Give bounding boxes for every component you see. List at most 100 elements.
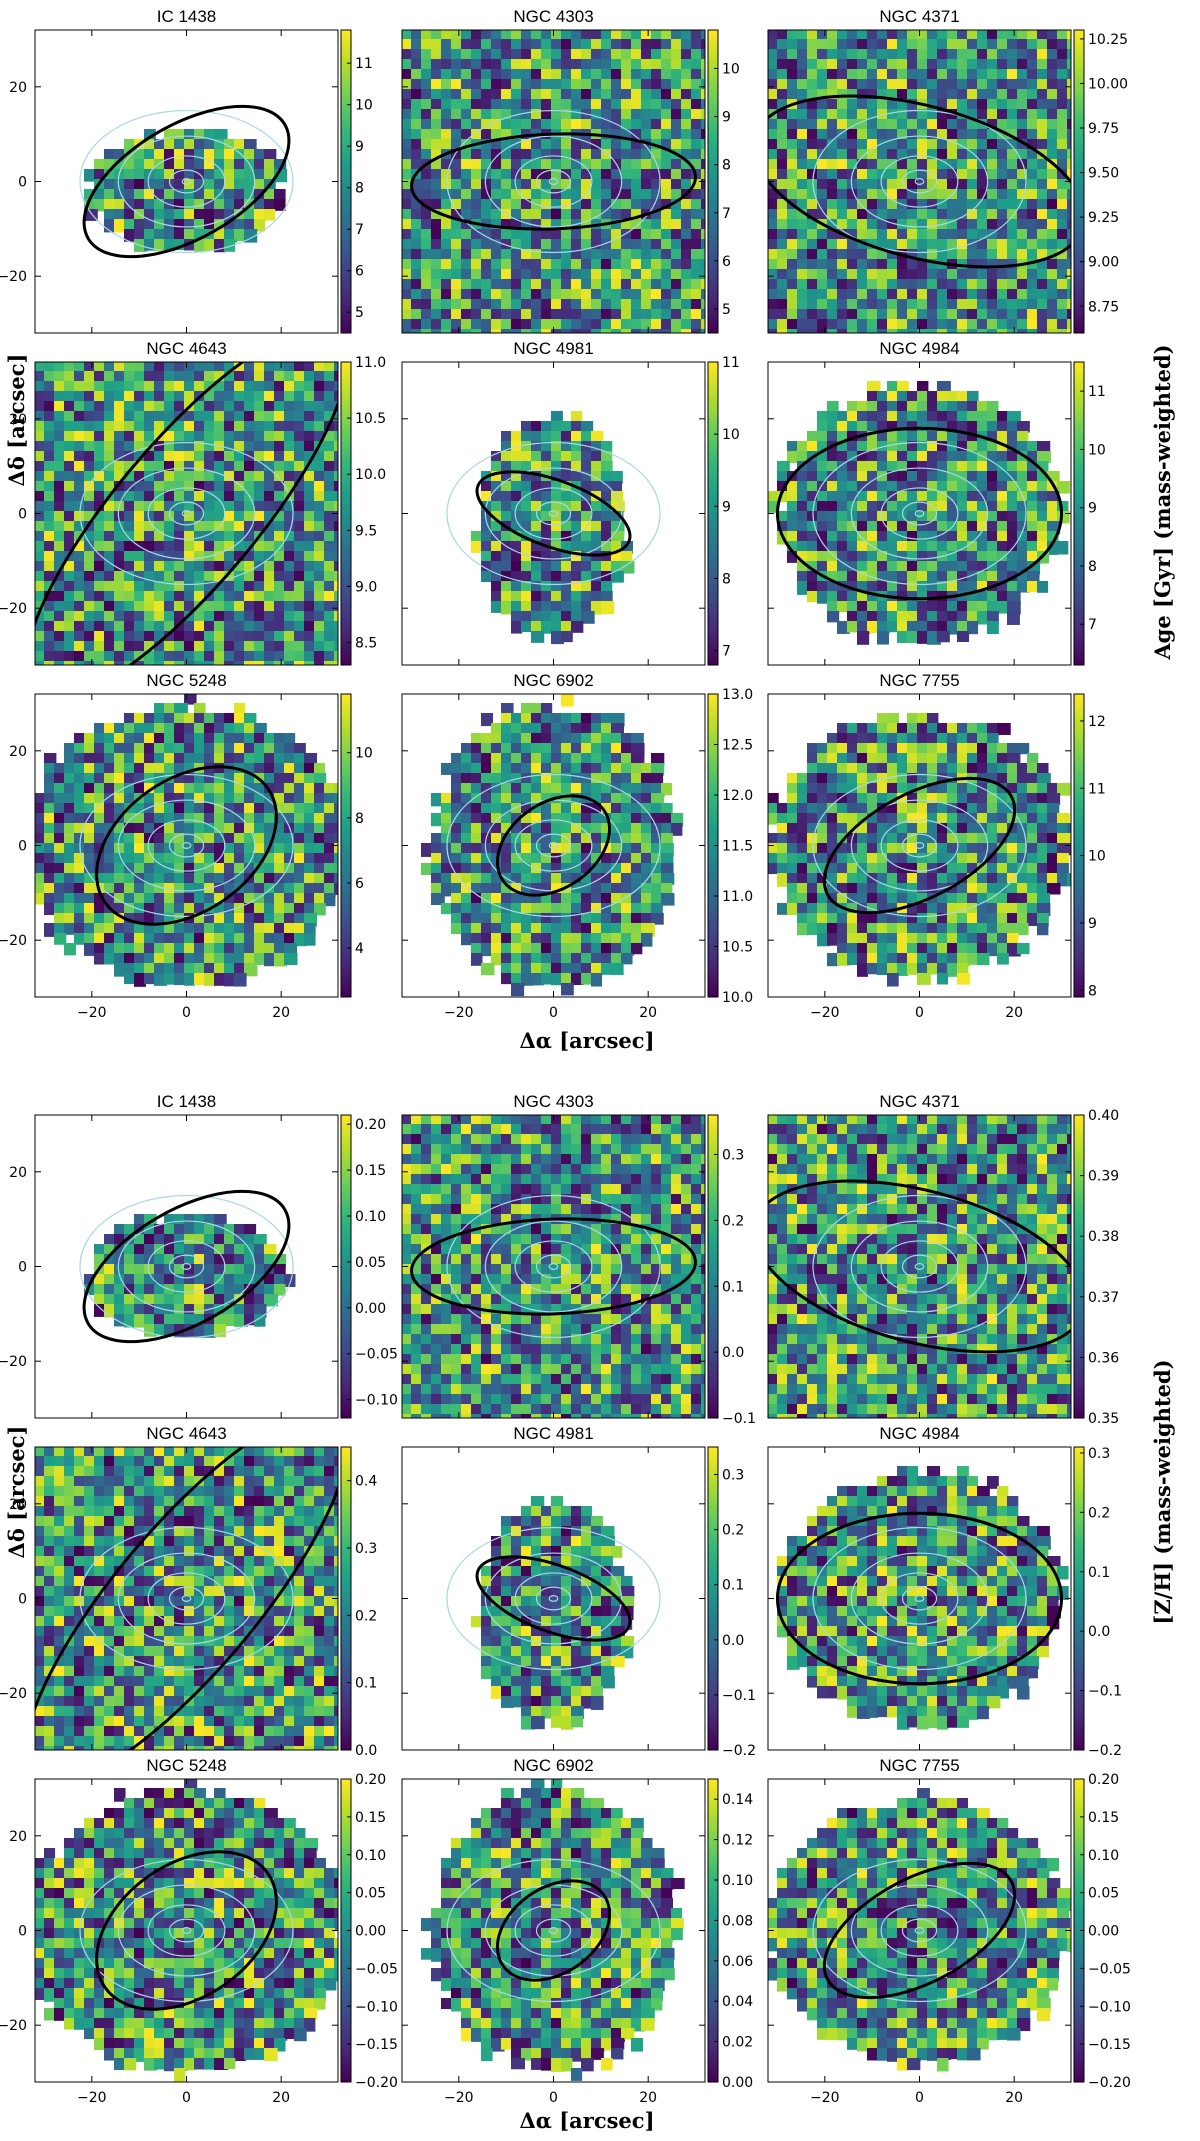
map-cell (184, 362, 198, 373)
map-cell (1007, 501, 1019, 513)
map-cell (917, 501, 929, 514)
map-cell (1067, 189, 1071, 201)
map-cell (64, 531, 76, 544)
map-cell (402, 309, 413, 323)
map-cell (134, 551, 148, 564)
map-cell (947, 39, 959, 53)
colorbar-tick-label: 6 (355, 876, 364, 892)
map-cell (84, 611, 98, 623)
map-cell (768, 149, 779, 163)
map-cell (54, 923, 67, 936)
map-cell (601, 30, 613, 43)
map-cell (451, 39, 464, 52)
map-cell (837, 79, 851, 91)
map-cell (294, 631, 308, 643)
map-cell (847, 39, 860, 51)
map-cell (917, 541, 931, 555)
map-cell (244, 813, 256, 826)
map-cell (501, 531, 513, 543)
map-cell (907, 591, 919, 603)
map-cell (827, 611, 840, 623)
map-cell (234, 723, 247, 736)
map-cell (481, 491, 493, 503)
map-cell (254, 541, 266, 555)
map-cell (214, 723, 226, 736)
map-cell (481, 149, 493, 163)
map-cell (234, 169, 248, 181)
map-cell (701, 189, 705, 203)
map-cell (304, 753, 318, 767)
map-cell (701, 159, 705, 172)
map-cell (937, 199, 949, 213)
map-cell (284, 411, 296, 423)
map-cell (411, 229, 423, 241)
map-cell (314, 611, 327, 624)
map-cell (967, 69, 979, 81)
map-cell (431, 179, 443, 191)
map-cell (601, 461, 613, 475)
map-cell (1007, 511, 1021, 524)
map-cell (274, 863, 286, 875)
map-cell (521, 309, 534, 323)
map-cell (194, 803, 206, 815)
map-cell (997, 411, 1011, 423)
pixel-map (421, 694, 684, 997)
map-cell (35, 591, 46, 605)
map-cell (124, 833, 136, 846)
map-cell (511, 219, 525, 231)
map-cell (541, 99, 554, 113)
map-cell (1067, 30, 1071, 42)
colorbar (340, 29, 352, 334)
map-cell (234, 149, 247, 161)
map-cell (887, 179, 901, 191)
map-cell (234, 753, 246, 767)
map-cell (1027, 59, 1039, 72)
map-cell (521, 491, 534, 504)
colorbar-tick-label: 10.5 (355, 411, 386, 427)
map-cell (501, 743, 514, 757)
map-cell (184, 753, 196, 765)
map-cell (284, 843, 297, 855)
map-cell (591, 733, 604, 746)
map-cell (581, 431, 594, 443)
map-cell (611, 471, 623, 484)
map-cell (857, 329, 870, 333)
map-cell (314, 773, 327, 786)
map-cell (234, 641, 246, 654)
map-cell (204, 189, 216, 201)
map-cell (1007, 299, 1020, 311)
map-cell (701, 179, 705, 192)
map-cell (847, 209, 859, 222)
map-cell (334, 661, 338, 665)
map-cell (254, 953, 266, 965)
map-cell (154, 219, 166, 232)
map-cell (1037, 159, 1051, 171)
map-cell (937, 611, 950, 624)
map-cell (144, 491, 156, 503)
colorbar-tick-label: 8 (722, 571, 731, 587)
map-cell (807, 149, 820, 161)
map-cell (54, 813, 66, 826)
map-cell (671, 279, 685, 293)
map-cell (581, 79, 595, 91)
map-cell (84, 362, 96, 375)
map-cell (451, 773, 464, 785)
map-cell (441, 329, 453, 333)
map-cell (937, 129, 949, 141)
map-cell (847, 481, 859, 493)
map-cell (867, 189, 879, 203)
map-cell (402, 289, 414, 302)
map-cell (174, 159, 186, 172)
map-cell (254, 853, 266, 867)
map-cell (144, 853, 156, 867)
map-cell (611, 79, 624, 92)
map-cell (967, 401, 980, 413)
map-cell (144, 391, 156, 405)
map-cell (661, 149, 674, 161)
map-cell (214, 501, 226, 515)
map-cell (461, 49, 474, 61)
map-cell (611, 69, 625, 83)
map-cell (987, 511, 1000, 525)
map-cell (501, 773, 514, 785)
